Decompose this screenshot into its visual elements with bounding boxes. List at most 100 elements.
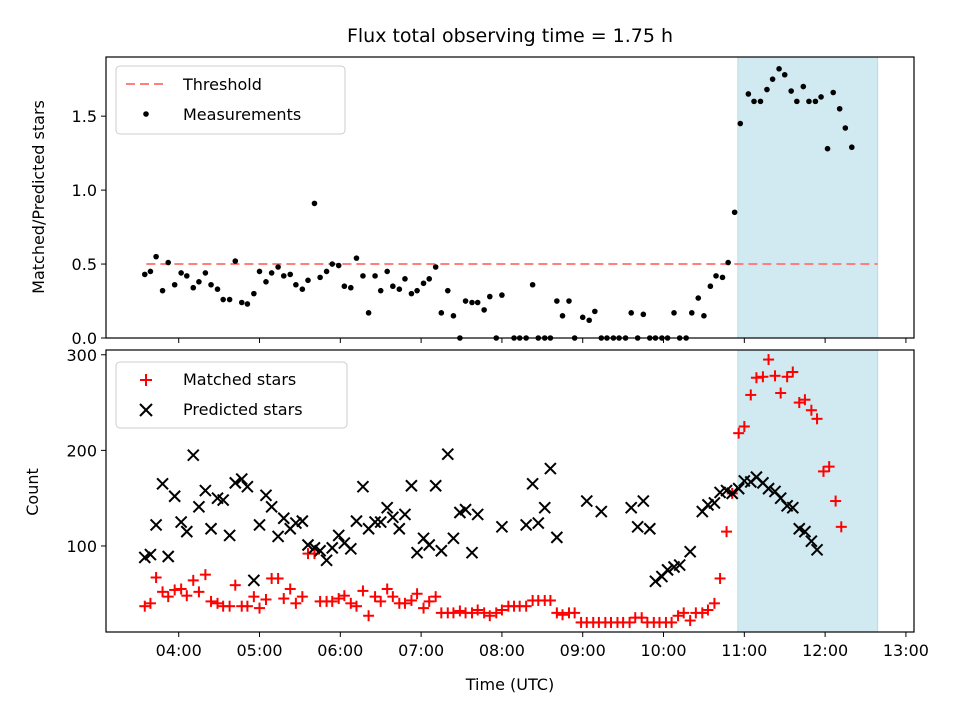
matched-star-point xyxy=(520,600,532,612)
matched-star-point xyxy=(636,612,648,624)
matched-star-point xyxy=(702,604,714,616)
predicted-star-point xyxy=(168,490,181,503)
measurement-point xyxy=(462,298,469,304)
x-tick-label: 06:00 xyxy=(317,641,363,660)
matched-star-point xyxy=(733,427,745,439)
predicted-star-point xyxy=(386,511,400,524)
predicted-star-point xyxy=(519,518,533,532)
predicted-star-point xyxy=(624,501,638,514)
measurement-point xyxy=(329,261,336,267)
matched-star-point xyxy=(447,607,459,619)
top-legend: Threshold Measurements xyxy=(115,65,346,135)
matched-star-point xyxy=(490,607,502,619)
matched-star-point xyxy=(212,597,224,609)
predicted-star-point xyxy=(580,494,593,508)
matched-star-point xyxy=(714,572,726,584)
measurement-point xyxy=(171,281,178,288)
predicted-star-point xyxy=(526,477,539,491)
predicted-star-point xyxy=(277,512,290,525)
measurement-point xyxy=(226,296,233,303)
measurement-point xyxy=(232,258,239,264)
measurement-point xyxy=(751,98,757,105)
predicted-star-point xyxy=(495,520,509,534)
predicted-star-point xyxy=(350,514,363,528)
matched-star-point xyxy=(478,607,490,619)
measurement-point xyxy=(800,83,807,90)
measurement-point xyxy=(812,98,819,105)
matched-star-point xyxy=(666,616,678,628)
top-legend-box xyxy=(115,65,346,135)
measurement-point xyxy=(487,293,493,300)
matched-star-point xyxy=(229,579,241,591)
predicted-star-point xyxy=(313,544,327,557)
top-y-axis-label: Matched/Predicted stars xyxy=(29,100,48,294)
predicted-star-point xyxy=(301,538,315,552)
measurement-points xyxy=(141,66,855,341)
matched-star-point xyxy=(745,389,757,401)
predicted-star-point xyxy=(326,541,339,555)
measurement-point xyxy=(566,298,572,304)
measurement-point xyxy=(317,274,323,281)
predicted-star-point xyxy=(673,558,686,572)
matched-star-point xyxy=(254,602,266,614)
predicted-star-point xyxy=(344,542,358,556)
measurement-point xyxy=(806,98,812,105)
matched-star-point xyxy=(721,526,733,538)
y-tick-label: 0.5 xyxy=(72,255,97,274)
matched-star-point xyxy=(139,600,151,612)
predicted-star-point xyxy=(725,487,739,500)
predicted-star-point xyxy=(798,525,812,538)
measurement-point xyxy=(579,314,586,321)
bottom-x-ticks: 04:00 05:00 06:00 07:00 08:00 09:00 10:00 11:00… xyxy=(156,632,929,660)
measurement-point xyxy=(707,283,714,290)
measurement-point xyxy=(794,98,800,105)
predicted-star-point xyxy=(241,480,254,493)
matched-star-point xyxy=(405,594,417,606)
measurement-point xyxy=(474,299,481,306)
bottom-y-axis-label: Count xyxy=(23,468,42,516)
measurement-point xyxy=(529,281,536,288)
y-tick-label: 1.0 xyxy=(72,181,97,200)
measurement-point xyxy=(305,277,311,284)
predicted-star-point xyxy=(156,477,169,491)
measurement-point xyxy=(818,94,824,100)
measurement-point xyxy=(220,296,226,303)
predicted-star-point xyxy=(398,508,412,521)
predicted-star-point xyxy=(805,534,818,548)
measurement-point xyxy=(731,209,738,216)
measurement-point xyxy=(335,262,342,269)
measurement-point xyxy=(165,259,172,266)
measurement-point xyxy=(713,273,719,279)
measurement-point xyxy=(701,313,707,319)
matched-star-point xyxy=(284,583,296,595)
measurement-point xyxy=(396,286,403,292)
measurement-point xyxy=(628,310,634,316)
predicted-star-point xyxy=(204,522,218,535)
measurement-point xyxy=(745,91,752,97)
predicted-star-point xyxy=(465,546,479,559)
predicted-star-point xyxy=(410,546,424,559)
top-panel: 0.0 0.5 1.0 1.5 Matched/Predicted stars Thr… xyxy=(29,56,915,348)
measurement-point xyxy=(275,264,281,270)
matched-star-point xyxy=(775,387,787,399)
predicted-star-point xyxy=(732,482,745,495)
predicted-star-point xyxy=(538,501,551,514)
measurement-point xyxy=(268,270,275,276)
measurement-point xyxy=(238,299,245,306)
measurement-point xyxy=(348,284,354,291)
matched-star-point xyxy=(484,610,496,622)
matched-star-point xyxy=(199,569,211,581)
measurement-point xyxy=(592,308,598,315)
predicted-star-point xyxy=(356,480,370,493)
measurement-point xyxy=(293,281,299,288)
y-tick-label: 1.5 xyxy=(72,107,97,126)
matched-star-point xyxy=(175,583,187,595)
predicted-star-point xyxy=(532,516,545,530)
matched-star-point xyxy=(369,591,381,603)
matched-star-point xyxy=(162,591,174,603)
predicted-stars-points xyxy=(138,447,824,588)
measurement-point xyxy=(426,276,433,282)
measurement-point xyxy=(178,270,184,276)
predicted-star-point xyxy=(247,574,261,587)
matched-star-point xyxy=(326,595,338,607)
